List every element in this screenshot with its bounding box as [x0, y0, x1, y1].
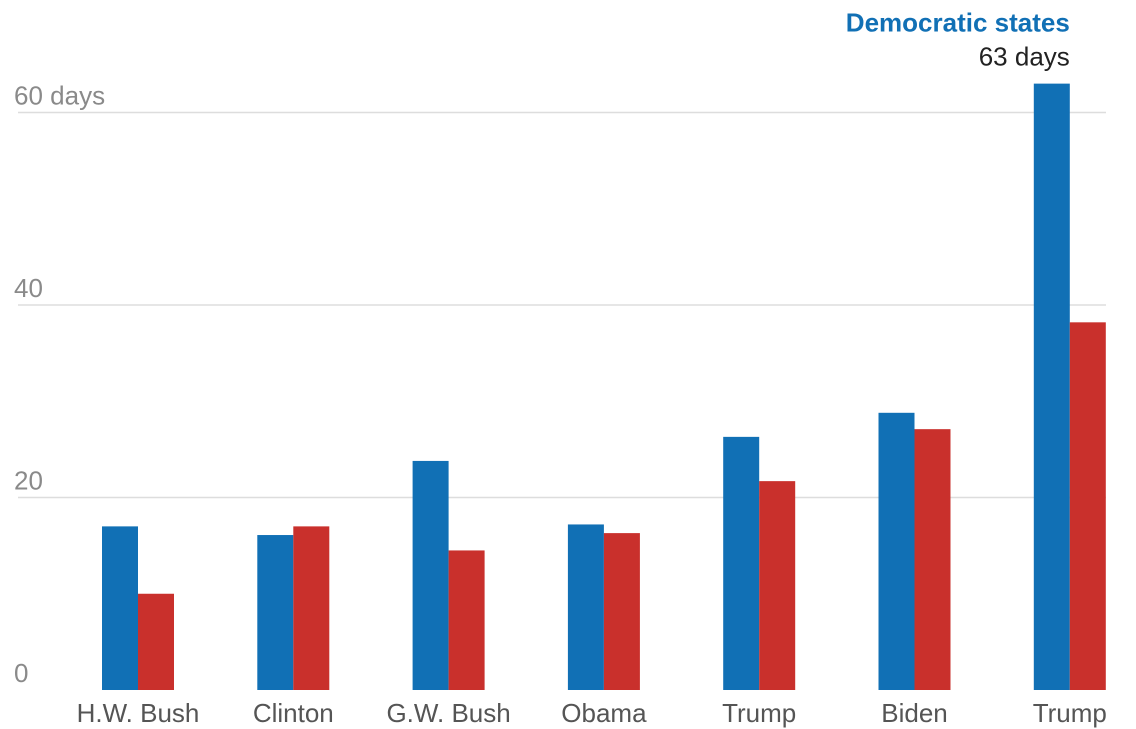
y-tick-label: 40	[14, 273, 43, 303]
annotation: Democratic states 63 days	[846, 8, 1070, 72]
bar-series-1-4	[567, 524, 604, 690]
y-tick-label: 20	[14, 466, 43, 496]
bar-series-2-7	[1069, 322, 1106, 690]
bar-series-2-3	[448, 550, 485, 690]
x-category-label: Trump	[722, 698, 796, 728]
x-category-label: Obama	[561, 698, 647, 728]
bar-series-2-5	[759, 481, 796, 690]
annotation-value: 63 days	[979, 42, 1070, 72]
bar-series-1-5	[723, 436, 760, 690]
bars	[102, 83, 1106, 690]
bar-series-2-4	[603, 533, 640, 690]
x-category-label: H.W. Bush	[77, 698, 200, 728]
bar-series-1-1	[102, 526, 138, 690]
bar-series-2-2	[293, 526, 330, 690]
y-tick-label: 60 days	[14, 81, 105, 111]
annotation-series-name: Democratic states	[846, 8, 1070, 38]
y-axis-tick-labels: 0 20 40 60 days	[14, 81, 105, 689]
bar-series-2-1	[138, 593, 174, 690]
bar-series-1-6	[878, 412, 915, 690]
x-axis-category-labels: H.W. Bush Clinton G.W. Bush Obama Trump Biden…	[77, 698, 1107, 728]
x-category-label: Clinton	[253, 698, 334, 728]
bar-series-2-6	[914, 429, 951, 690]
x-category-label: G.W. Bush	[386, 698, 510, 728]
bar-series-1-2	[257, 535, 294, 690]
x-category-label: Biden	[881, 698, 948, 728]
y-tick-label: 0	[14, 658, 28, 688]
bar-series-1-3	[412, 460, 449, 690]
x-category-label: Trump	[1033, 698, 1107, 728]
bar-series-1-7	[1033, 83, 1070, 690]
